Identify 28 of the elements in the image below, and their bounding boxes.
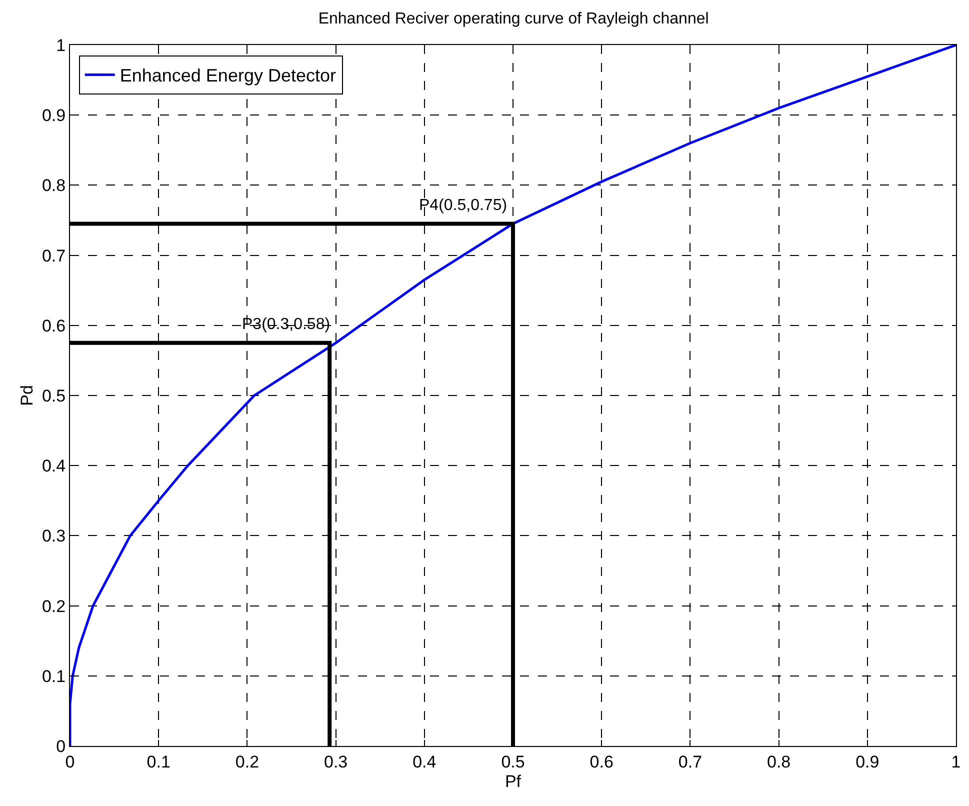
y-tick-label: 0.1 xyxy=(42,666,66,686)
y-tick-label: 0.8 xyxy=(42,176,66,196)
x-tick-label: 0.2 xyxy=(235,752,260,772)
y-tick-label: 0.6 xyxy=(42,316,66,336)
y-tick-label: 0 xyxy=(56,736,66,756)
y-tick-label: 0.9 xyxy=(42,106,66,126)
x-tick-label: 0.4 xyxy=(412,752,436,772)
x-tick-label: 1 xyxy=(951,752,961,772)
annotation: P3(0.3,0.58) xyxy=(242,316,330,333)
x-tick-label: 0.7 xyxy=(678,752,702,772)
legend-label: Enhanced Energy Detector xyxy=(120,66,336,86)
y-tick-label: 0.4 xyxy=(42,456,66,476)
chart-title: Enhanced Reciver operating curve of Rayleigh channel xyxy=(318,10,709,28)
annotation: P4(0.5,0.75) xyxy=(419,197,508,214)
y-tick-label: 0.3 xyxy=(42,526,66,546)
y-tick-label: 0.5 xyxy=(42,386,66,406)
x-tick-label: 0.8 xyxy=(766,752,791,772)
line-series xyxy=(70,45,956,746)
x-tick-label: 0.1 xyxy=(146,752,170,772)
y-tick-label: 1 xyxy=(56,36,66,55)
x-tick-label: 0.5 xyxy=(501,752,525,772)
y-axis-title: Pd xyxy=(18,385,37,406)
y-tick-label: 0.2 xyxy=(42,596,66,616)
x-tick-label: 0.9 xyxy=(856,752,880,772)
x-tick-label: 0.3 xyxy=(324,752,348,772)
x-tick-label: 0.6 xyxy=(590,752,614,772)
x-axis-title: Pf xyxy=(504,772,522,791)
y-tick-label: 0.7 xyxy=(42,246,66,266)
